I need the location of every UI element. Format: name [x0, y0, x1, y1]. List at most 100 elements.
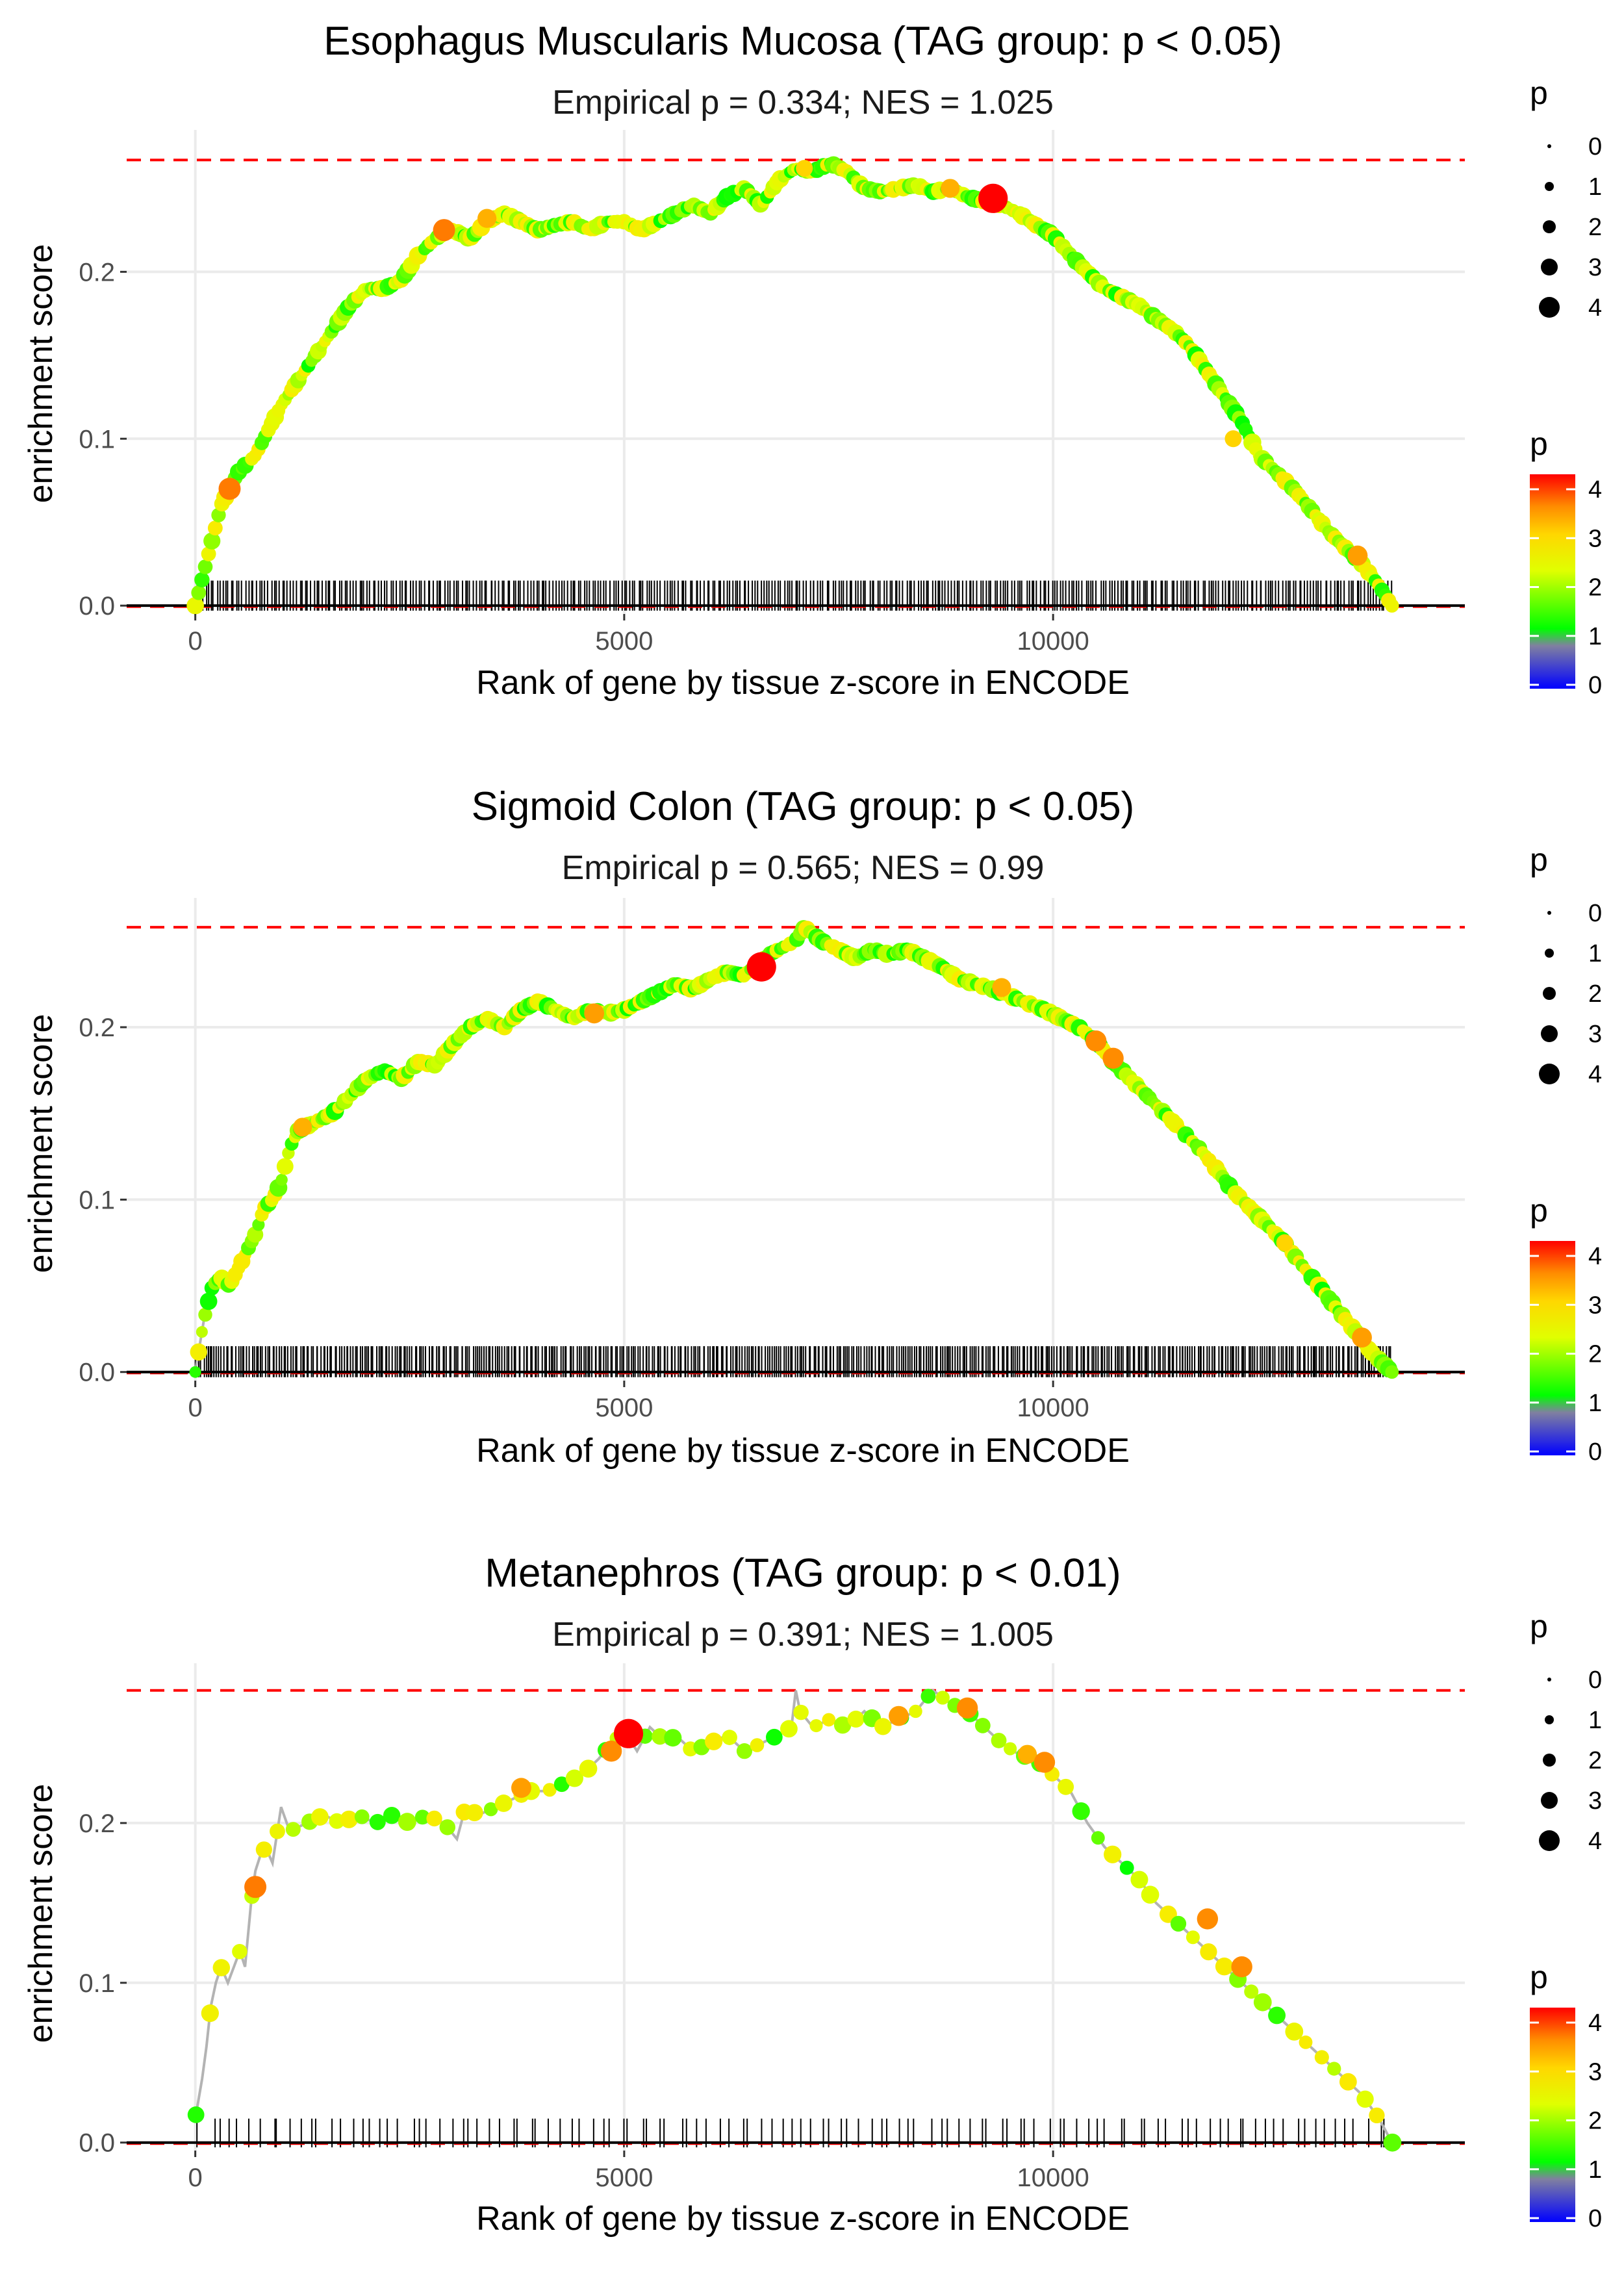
- size-key: [1541, 1792, 1558, 1809]
- y-axis-title: enrichment score: [22, 1014, 60, 1273]
- size-legend-label: 1: [1588, 940, 1602, 967]
- gene-points: [189, 920, 1399, 1379]
- gene-point: [909, 1704, 922, 1718]
- highlight-point: [1197, 1908, 1219, 1930]
- gene-point: [203, 532, 221, 550]
- y-tick-label: 0.1: [79, 1186, 115, 1214]
- highlight-point: [992, 978, 1011, 997]
- size-legend-label: 4: [1588, 1828, 1602, 1855]
- gene-point: [232, 1944, 247, 1960]
- gene-point: [664, 1729, 682, 1747]
- size-legend-label: 1: [1588, 173, 1602, 201]
- size-key: [1543, 1754, 1556, 1767]
- y-tick-label: 0.2: [79, 258, 115, 287]
- x-tick-label: 5000: [595, 2164, 653, 2192]
- highlight-point: [1276, 1234, 1293, 1251]
- highlight-point: [584, 1003, 605, 1024]
- x-tick-label: 10000: [1017, 2164, 1089, 2192]
- y-axis-title: enrichment score: [22, 1784, 60, 2043]
- y-tick-label: 0.2: [79, 1014, 115, 1042]
- colorbar-label: 2: [1588, 574, 1602, 602]
- size-legend-label: 3: [1588, 1021, 1602, 1048]
- gene-point: [439, 1819, 456, 1835]
- gene-point: [1339, 2073, 1357, 2091]
- colorbar-label: 3: [1588, 525, 1602, 552]
- gene-point: [354, 1809, 370, 1824]
- size-key: [1547, 1678, 1551, 1681]
- gene-point: [1186, 1930, 1200, 1945]
- color-legend-title: p: [1530, 1959, 1548, 1995]
- panel-title: Metanephros (TAG group: p < 0.01): [485, 1551, 1121, 1596]
- gene-point: [311, 1808, 329, 1826]
- gene-point: [201, 546, 216, 561]
- gene-point: [847, 1710, 865, 1728]
- x-tick-label: 0: [188, 1394, 203, 1422]
- gene-point: [991, 1732, 1007, 1748]
- gene-point: [1327, 2062, 1341, 2076]
- gene-point: [565, 1769, 583, 1787]
- gene-point: [750, 1738, 765, 1752]
- gene-point: [270, 1823, 285, 1839]
- gene-point: [1170, 1915, 1187, 1932]
- gene-point: [1369, 2107, 1385, 2124]
- gene-point: [652, 1728, 668, 1745]
- size-legend-label: 2: [1588, 214, 1602, 241]
- gene-point: [1119, 1860, 1134, 1875]
- y-tick-label: 0.0: [79, 592, 115, 620]
- gene-point: [201, 2004, 219, 2023]
- highlight-point: [746, 952, 776, 982]
- size-key: [1539, 297, 1560, 318]
- gene-point: [1314, 2050, 1329, 2065]
- x-axis-title: Rank of gene by tissue z-score in ENCODE: [476, 664, 1130, 702]
- gene-point: [194, 572, 210, 588]
- gene-point: [579, 1759, 598, 1778]
- colorbar-label: 0: [1588, 1438, 1602, 1466]
- x-tick-label: 0: [188, 2164, 203, 2192]
- highlight-point: [218, 478, 241, 500]
- highlight-point: [613, 1718, 644, 1748]
- gene-point: [191, 585, 207, 600]
- gene-point: [1072, 1802, 1090, 1820]
- gene-point: [1215, 1957, 1234, 1976]
- colorbar: [1530, 474, 1575, 689]
- gene-point: [809, 1718, 823, 1733]
- y-tick-label: 0.0: [79, 1359, 115, 1387]
- gene-point: [1130, 1871, 1148, 1889]
- gene-point: [1384, 598, 1399, 613]
- y-tick-label: 0.1: [79, 1969, 115, 1998]
- gene-point: [1268, 2006, 1286, 2025]
- gene-point: [340, 1810, 358, 1828]
- color-legend-title: p: [1530, 1192, 1548, 1229]
- highlight-point: [1102, 1047, 1124, 1069]
- color-legend-title: p: [1530, 426, 1548, 462]
- gene-point: [426, 1810, 442, 1827]
- size-key: [1545, 1715, 1554, 1724]
- gene-point: [780, 1720, 798, 1738]
- gene-point: [1299, 2035, 1313, 2049]
- gene-point: [766, 1728, 783, 1746]
- highlight-point: [941, 179, 960, 198]
- size-key: [1541, 1025, 1558, 1042]
- panel-title: Sigmoid Colon (TAG group: p < 0.05): [472, 784, 1135, 829]
- gene-point: [935, 1691, 950, 1705]
- gene-point: [874, 1718, 892, 1735]
- colorbar: [1530, 1241, 1575, 1455]
- size-legend-label: 3: [1588, 1787, 1602, 1815]
- size-key: [1547, 144, 1551, 148]
- colorbar-label: 1: [1588, 623, 1602, 650]
- size-legend-label: 1: [1588, 1707, 1602, 1734]
- gene-points: [186, 156, 1399, 615]
- size-legend-label: 0: [1588, 1667, 1602, 1694]
- gene-point: [1285, 2023, 1304, 2041]
- gene-point: [252, 1218, 265, 1231]
- gene-point: [553, 1776, 570, 1793]
- highlight-point: [511, 1778, 531, 1798]
- highlight-point: [600, 1741, 622, 1762]
- x-tick-label: 5000: [595, 1394, 653, 1422]
- es-curve: [194, 925, 1393, 1373]
- x-axis-title: Rank of gene by tissue z-score in ENCODE: [476, 2200, 1130, 2238]
- x-axis-title: Rank of gene by tissue z-score in ENCODE: [476, 1432, 1130, 1470]
- gene-point: [833, 1716, 852, 1734]
- gene-point: [793, 1704, 809, 1720]
- gene-point: [189, 1366, 201, 1378]
